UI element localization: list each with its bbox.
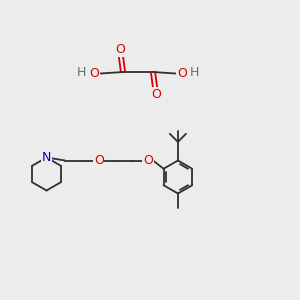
Text: N: N: [42, 151, 51, 164]
Text: O: O: [143, 154, 153, 167]
Text: O: O: [115, 43, 125, 56]
Text: O: O: [89, 67, 99, 80]
Text: H: H: [77, 65, 87, 79]
Text: O: O: [151, 88, 161, 101]
Text: O: O: [94, 154, 104, 167]
Text: O: O: [177, 67, 187, 80]
Text: H: H: [189, 65, 199, 79]
